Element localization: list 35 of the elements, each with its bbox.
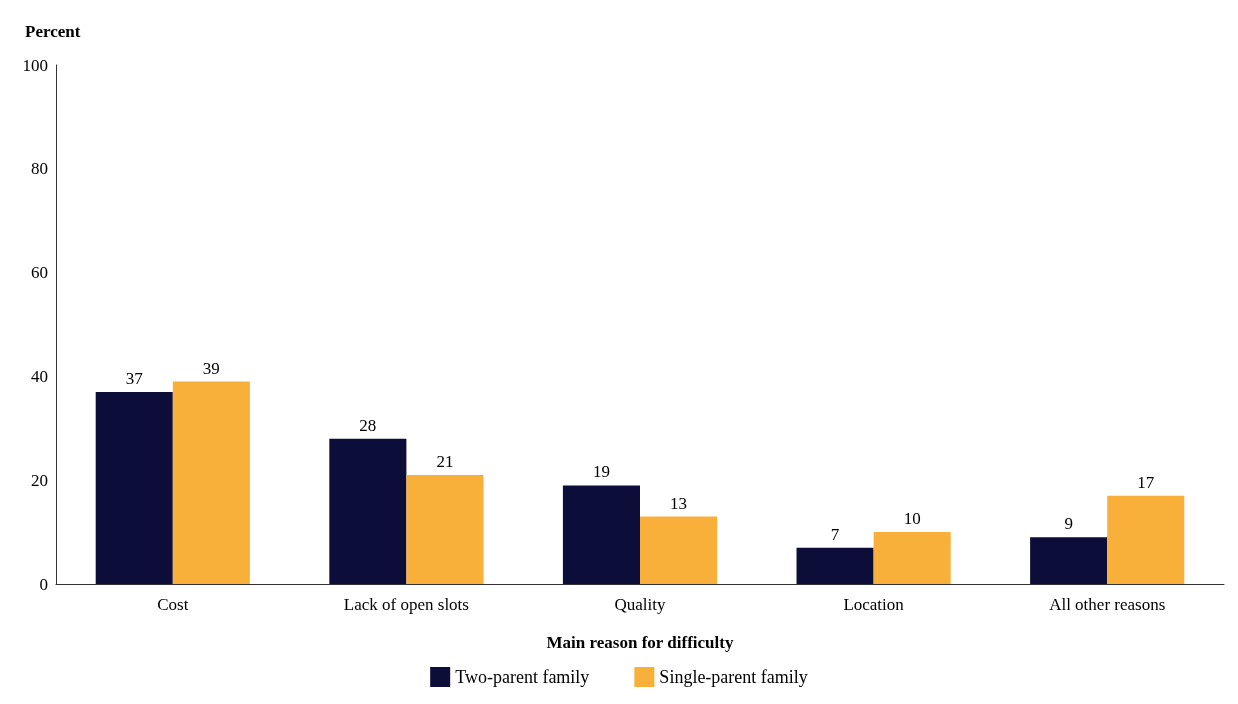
bar bbox=[1107, 495, 1185, 584]
y-axis-title: Percent bbox=[25, 22, 81, 41]
data-label: 37 bbox=[125, 368, 144, 388]
x-axis-title: Main reason for difficulty bbox=[546, 633, 734, 652]
bar bbox=[640, 516, 718, 584]
bar bbox=[329, 438, 407, 584]
y-tick-label: 0 bbox=[39, 574, 48, 594]
legend-label: Single-parent family bbox=[659, 667, 808, 687]
data-label: 7 bbox=[830, 524, 840, 544]
y-tick-label: 100 bbox=[22, 55, 48, 75]
data-label: 13 bbox=[670, 493, 688, 513]
x-tick-label: Cost bbox=[157, 595, 189, 614]
bar bbox=[95, 391, 173, 584]
y-tick-label: 60 bbox=[31, 263, 48, 283]
data-label: 19 bbox=[592, 462, 610, 482]
legend-label: Two-parent family bbox=[455, 667, 590, 687]
data-label: 9 bbox=[1064, 514, 1073, 534]
bar bbox=[172, 381, 250, 584]
y-tick-label: 40 bbox=[31, 366, 48, 386]
x-tick-label: Location bbox=[843, 595, 905, 614]
bar bbox=[562, 485, 640, 584]
data-label: 17 bbox=[1137, 472, 1155, 492]
y-tick-label: 80 bbox=[31, 159, 48, 179]
data-label: 10 bbox=[903, 509, 921, 529]
bar bbox=[796, 547, 874, 584]
x-tick-label: All other reasons bbox=[1049, 595, 1166, 614]
bar bbox=[1030, 537, 1108, 584]
x-tick-label: Lack of open slots bbox=[343, 595, 469, 614]
x-tick-label: Quality bbox=[614, 595, 666, 614]
y-tick-label: 20 bbox=[31, 470, 48, 490]
bar bbox=[873, 532, 951, 584]
data-label: 21 bbox=[436, 452, 454, 472]
data-label: 39 bbox=[202, 358, 220, 378]
data-label: 28 bbox=[359, 415, 377, 435]
bar bbox=[406, 475, 484, 584]
